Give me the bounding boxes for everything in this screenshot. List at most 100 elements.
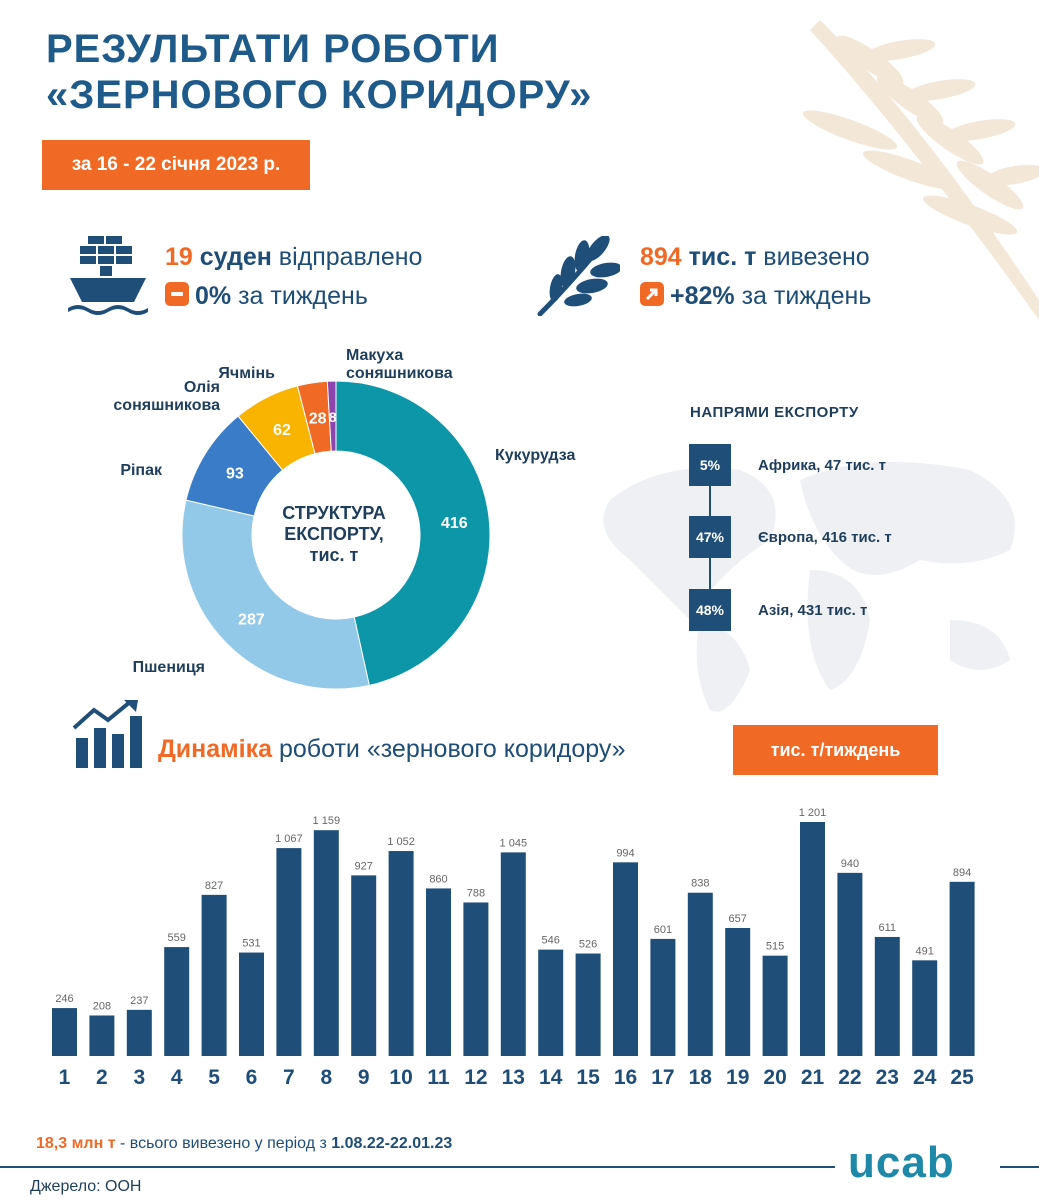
asia-label: Азія, 431 тис. т — [758, 602, 868, 619]
bar-week-7 — [276, 848, 302, 1056]
donut-slice-value-3: 93 — [226, 465, 244, 482]
ships-count: 19 — [165, 243, 193, 271]
donut-category-label-3: Ріпак — [120, 462, 163, 479]
bar-category-label-13: 13 — [502, 1066, 525, 1089]
bar-week-15 — [575, 953, 601, 1056]
bar-value-label-11: 860 — [429, 873, 447, 885]
bar-category-label-9: 9 — [358, 1066, 370, 1089]
bar-category-label-19: 19 — [726, 1066, 749, 1089]
bar-value-label-21: 1 201 — [799, 807, 827, 819]
donut-category-label-4: Олія соняшникова — [113, 379, 220, 414]
bar-value-label-15: 526 — [579, 939, 597, 951]
donut-slice-value-6: 8 — [329, 409, 337, 425]
total-exported: 18,3 млн т - всього вивезено у період з … — [36, 1135, 452, 1153]
bar-value-label-13: 1 045 — [500, 837, 528, 849]
period-badge: за 16 - 22 січня 2023 р. — [42, 140, 310, 190]
bar-week-16 — [613, 862, 638, 1056]
bar-category-label-7: 7 — [283, 1066, 295, 1089]
weekly-dynamics-bar-chart: 246 1 208 2 237 3 559 4 827 5 531 6 1 067 7 1 159 8 927 9… — [52, 807, 975, 1089]
bar-category-label-6: 6 — [246, 1066, 258, 1089]
donut-slice-1 — [335, 380, 491, 686]
bar-value-label-23: 611 — [879, 922, 897, 934]
total-period: 1.08.22-22.01.23 — [331, 1135, 453, 1152]
bar-week-10 — [388, 851, 414, 1056]
footer-divider-left — [0, 1166, 835, 1168]
ucab-logo: ucab — [848, 1138, 955, 1187]
bar-value-label-12: 788 — [467, 887, 485, 899]
ships-unit: суден — [199, 243, 272, 271]
bar-category-label-16: 16 — [614, 1066, 637, 1089]
bar-week-19 — [725, 927, 751, 1056]
bar-value-label-3: 237 — [130, 995, 148, 1007]
donut-slice-6 — [326, 380, 337, 452]
title-line-1: РЕЗУЛЬТАТИ РОБОТИ — [46, 27, 500, 71]
ships-change-text: за тиждень — [238, 282, 368, 310]
bar-category-label-15: 15 — [576, 1066, 600, 1089]
export-directions-title: НАПРЯМИ ЕКСПОРТУ — [690, 404, 859, 421]
bar-week-11 — [426, 888, 451, 1056]
growth-chart-icon — [72, 700, 142, 768]
dynamics-title-rest: роботи «зернового коридору» — [279, 735, 626, 763]
bar-value-label-8: 1 159 — [313, 815, 341, 827]
donut-category-label-1: Кукурудза — [495, 447, 576, 464]
bar-category-label-8: 8 — [320, 1066, 332, 1089]
bar-week-21 — [800, 822, 825, 1056]
bar-week-4 — [164, 947, 190, 1056]
dynamics-unit-badge: тис. т/тиждень — [733, 725, 938, 775]
bar-category-label-1: 1 — [59, 1066, 71, 1089]
donut-slice-value-5: 28 — [309, 410, 327, 427]
europe-label: Європа, 416 тис. т — [758, 529, 892, 546]
bar-value-label-19: 657 — [729, 913, 747, 925]
ships-change: 0% за тиждень — [165, 282, 368, 311]
asia-percent-box: 48% — [689, 589, 731, 631]
bar-week-12 — [463, 902, 489, 1056]
africa-label: Африка, 47 тис. т — [758, 457, 886, 474]
bar-category-label-21: 21 — [801, 1066, 825, 1089]
bar-value-label-18: 838 — [691, 878, 709, 890]
ships-change-value: 0% — [195, 282, 232, 310]
donut-slice-2 — [181, 499, 370, 690]
dynamics-title-accent: Динаміка — [158, 735, 273, 763]
arrow-up-badge-icon — [640, 282, 664, 307]
page-title: РЕЗУЛЬТАТИ РОБОТИ «ЗЕРНОВОГО КОРИДОРУ» — [46, 26, 592, 118]
bar-value-label-9: 927 — [355, 860, 373, 872]
bar-week-14 — [538, 949, 564, 1056]
bar-week-5 — [201, 894, 227, 1056]
bar-value-label-2: 208 — [93, 1000, 111, 1012]
bar-week-8 — [313, 830, 339, 1056]
bar-value-label-1: 246 — [55, 993, 73, 1005]
donut-slice-value-2: 287 — [238, 612, 265, 629]
volume-change-text: за тиждень — [741, 282, 872, 310]
footer-divider-right — [1000, 1166, 1039, 1168]
bar-category-label-25: 25 — [950, 1066, 974, 1089]
donut-category-label-2: Пшениця — [133, 659, 205, 676]
source-note: Джерело: ООН — [30, 1178, 142, 1195]
donut-category-label-6: Макуха соняшникова — [346, 347, 453, 382]
bar-week-22 — [837, 872, 863, 1056]
wheat-ear-icon — [537, 236, 620, 316]
bar-value-label-17: 601 — [654, 924, 672, 936]
bar-week-23 — [874, 936, 900, 1056]
bar-value-label-22: 940 — [841, 858, 859, 870]
africa-percent-box: 5% — [689, 444, 731, 486]
bar-value-label-25: 894 — [953, 867, 971, 879]
bar-week-17 — [650, 938, 676, 1056]
bar-category-label-2: 2 — [96, 1066, 108, 1089]
total-value: 18,3 млн т — [36, 1135, 116, 1152]
bar-value-label-4: 559 — [168, 932, 186, 944]
bar-week-25 — [949, 881, 975, 1056]
bar-week-13 — [500, 852, 526, 1056]
bar-category-label-20: 20 — [763, 1066, 786, 1089]
bar-value-label-5: 827 — [205, 880, 223, 892]
bar-category-label-4: 4 — [171, 1066, 183, 1089]
export-structure-donut-chart: 416 Кукурудза 287 Пшениця 93 Ріпак 62 Олія соняш… — [113, 347, 576, 690]
bar-category-label-3: 3 — [133, 1066, 145, 1089]
europe-percent-box: 47% — [689, 516, 731, 558]
donut-slice-value-4: 62 — [273, 422, 291, 439]
dynamics-title: Динаміка роботи «зернового коридору» — [158, 735, 626, 764]
minus-badge-icon — [165, 282, 189, 307]
bar-week-6 — [239, 952, 264, 1056]
volume-stat: 894 тис. т вивезено — [640, 243, 870, 272]
volume-change-value: +82% — [670, 282, 735, 310]
ships-text: відправлено — [278, 243, 423, 271]
